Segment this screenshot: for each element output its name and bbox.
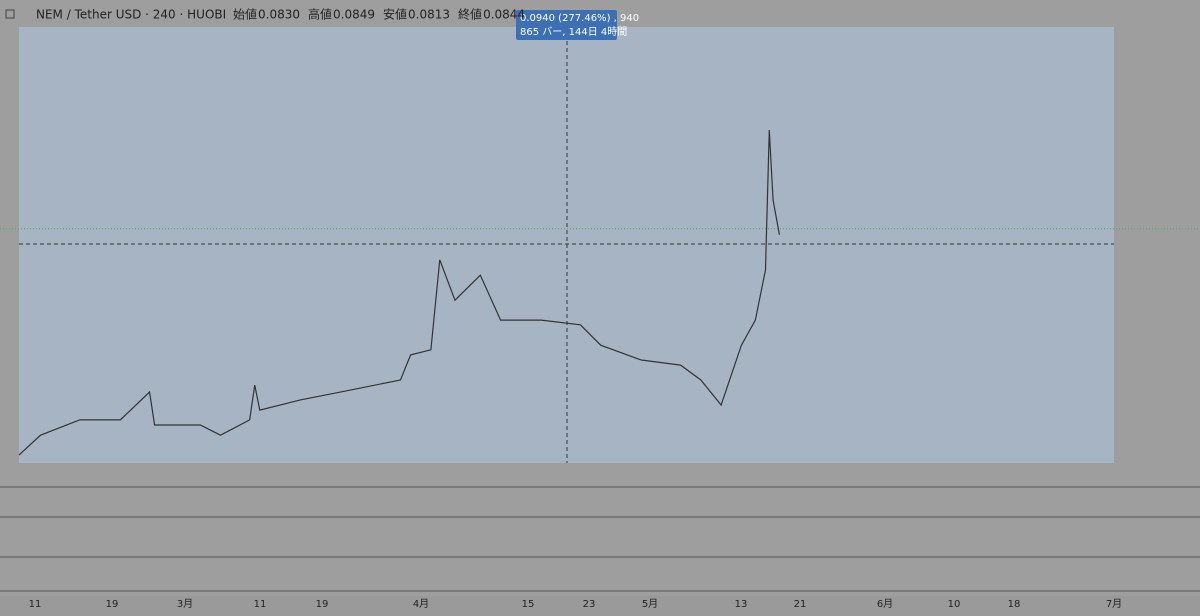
x-tick-label: 15 — [522, 599, 535, 610]
symbol[interactable]: NEM / Tether USD · 240 · HUOBI — [36, 8, 226, 22]
tooltip-box — [516, 10, 617, 40]
x-tick-label: 5月 — [642, 598, 658, 610]
tooltip-text: 0.0940 (277.46%) , 940 — [520, 13, 639, 24]
tooltip-text: 865 バー, 144日 4時間 — [520, 26, 627, 38]
ohlc-value: 0.0844 — [483, 8, 525, 22]
price-line — [18, 129, 781, 456]
x-tick-label: 13 — [735, 599, 748, 610]
x-tick-label: 21 — [794, 599, 807, 610]
ohlc-label: 安値 — [383, 7, 407, 22]
ohlc-value: 0.0849 — [333, 8, 375, 22]
ohlc-label: 高値 — [308, 7, 332, 22]
ohlc-value: 0.0813 — [408, 8, 450, 22]
x-tick-label: 18 — [1008, 599, 1021, 610]
x-tick-label: 3月 — [177, 598, 193, 610]
ohlc-label: 始値 — [233, 7, 257, 22]
x-tick-label: 19 — [316, 599, 329, 610]
x-tick-label: 10 — [948, 599, 961, 610]
time-axis — [0, 596, 1200, 616]
x-tick-label: 11 — [254, 599, 267, 610]
x-tick-label: 23 — [583, 599, 596, 610]
expand-icon[interactable] — [5, 9, 15, 19]
ohlc-label: 終値 — [458, 7, 482, 22]
x-tick-label: 7月 — [1106, 598, 1122, 610]
ohlc-value: 0.0830 — [258, 8, 300, 22]
x-tick-label: 4月 — [413, 598, 429, 610]
x-tick-label: 11 — [29, 599, 42, 610]
x-tick-label: 19 — [106, 599, 119, 610]
x-tick-label: 6月 — [877, 598, 893, 610]
